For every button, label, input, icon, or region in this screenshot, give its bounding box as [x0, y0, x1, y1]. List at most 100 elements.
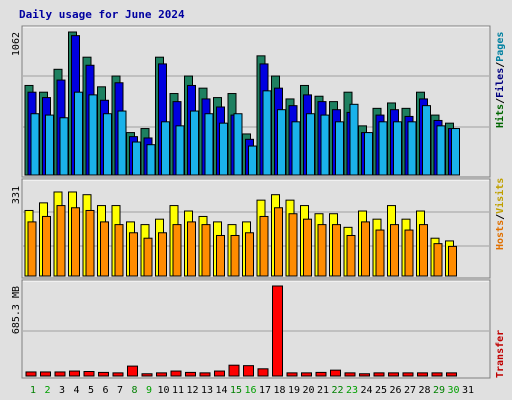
legend-separator: / [495, 98, 506, 104]
bar-transfer-day-16 [243, 365, 254, 377]
bar-hosts-day-27 [404, 229, 414, 277]
bar-transfer-day-5 [83, 371, 95, 377]
bar-transfer-day-19 [286, 372, 298, 377]
x-label-day-24: 24 [360, 385, 372, 396]
bar-pages-day-4 [74, 91, 83, 176]
bar-transfer-day-13 [199, 372, 211, 377]
y-max-label-transfer: 685.3 MB [11, 286, 22, 334]
x-axis-labels: 1 2 3 4 5 6 7 8 9 10 11 12 13 14 15 16 17 18 19 20 21 22 23 24 2… [30, 385, 474, 396]
x-label-day-21: 21 [317, 385, 329, 396]
bar-transfer-day-9 [141, 373, 153, 377]
bar-transfer-day-15 [228, 364, 240, 377]
bar-pages-day-26 [393, 121, 402, 176]
bar-pages-day-17 [262, 90, 272, 176]
bar-hosts-day-19 [288, 213, 298, 277]
legend-panel-2: Hosts/Visits [494, 178, 506, 250]
x-label-day-16: 16 [244, 385, 256, 396]
x-label-day-5: 5 [88, 385, 94, 396]
x-label-day-25: 25 [375, 385, 387, 396]
bar-transfer-day-24 [359, 373, 370, 377]
bar-hosts-day-20 [303, 218, 312, 277]
bar-pages-day-30 [451, 128, 460, 176]
bar-pages-day-18 [277, 109, 286, 176]
bar-transfer-day-21 [315, 371, 327, 377]
bar-transfer-day-27 [402, 372, 414, 377]
bar-transfer-day-14 [214, 370, 225, 377]
x-label-day-14: 14 [215, 385, 227, 396]
x-label-day-29: 29 [433, 385, 445, 396]
x-label-day-1: 1 [30, 385, 36, 396]
bar-hosts-day-9 [143, 237, 153, 277]
legend-files: Files [494, 68, 506, 98]
x-label-day-2: 2 [44, 385, 50, 396]
bar-transfer-day-3 [54, 371, 66, 377]
bar-transfer-day-20 [301, 372, 312, 377]
x-label-day-10: 10 [157, 385, 169, 396]
bar-hosts-day-16 [245, 232, 254, 277]
bar-pages-day-10 [161, 121, 170, 176]
bar-transfer-day-1 [25, 371, 37, 377]
bar-pages-day-28 [422, 105, 431, 176]
bar-hosts-day-7 [114, 224, 124, 277]
bar-pages-day-15 [233, 113, 243, 176]
bar-pages-day-7 [117, 110, 127, 176]
bar-transfer-day-11 [170, 370, 182, 377]
bar-hosts-day-30 [448, 245, 457, 277]
bar-transfer-day-12 [185, 371, 196, 377]
bar-pages-day-2 [45, 114, 54, 176]
legend-layer: Hits/Files/Pages Hosts/Visits Transfer [494, 32, 506, 378]
bar-transfer-day-17 [257, 368, 269, 377]
bar-transfer-day-2 [40, 371, 51, 377]
x-label-day-28: 28 [418, 385, 430, 396]
x-label-day-20: 20 [302, 385, 314, 396]
bars-layer [24, 31, 460, 377]
bar-hosts-day-24 [361, 221, 370, 277]
legend-separator: / [495, 214, 506, 220]
bar-hosts-day-2 [42, 215, 51, 277]
bar-hosts-day-28 [419, 224, 428, 277]
bar-transfer-day-10 [156, 372, 167, 377]
bar-transfer-day-18 [272, 285, 283, 377]
bar-transfer-day-26 [388, 372, 399, 377]
bar-hosts-day-4 [71, 207, 80, 277]
x-label-day-22: 22 [331, 385, 343, 396]
legend-separator: / [495, 62, 506, 68]
bar-pages-day-11 [175, 125, 185, 176]
legend-panel-1: Hits/Files/Pages [494, 32, 506, 128]
x-label-day-6: 6 [102, 385, 108, 396]
y-max-label-usage: 1062 [11, 32, 22, 56]
bar-pages-day-8 [132, 141, 141, 176]
bar-hosts-day-8 [129, 232, 138, 277]
bar-pages-day-22 [335, 121, 344, 176]
legend-panel-3: Transfer [495, 330, 506, 378]
x-label-day-17: 17 [259, 385, 271, 396]
bar-hosts-day-10 [158, 232, 167, 277]
legend-hits: Hits [494, 104, 506, 128]
bar-pages-day-16 [248, 145, 257, 176]
chart-title: Daily usage for June 2024 [19, 8, 185, 21]
bar-transfer-day-28 [417, 372, 428, 377]
bar-pages-day-12 [190, 110, 199, 176]
bar-pages-day-23 [349, 103, 359, 176]
y-max-label-visits: 331 [11, 186, 22, 204]
bar-transfer-day-25 [373, 372, 385, 377]
bar-pages-day-21 [320, 114, 330, 176]
bar-hosts-day-22 [332, 224, 341, 277]
bar-hosts-day-14 [216, 234, 225, 277]
x-label-day-27: 27 [404, 385, 416, 396]
bar-hosts-day-26 [390, 224, 399, 277]
x-label-day-7: 7 [117, 385, 123, 396]
bar-pages-day-3 [59, 117, 69, 176]
x-label-day-13: 13 [201, 385, 213, 396]
bar-hosts-day-21 [317, 224, 327, 277]
x-label-day-23: 23 [346, 385, 358, 396]
bar-pages-day-25 [378, 121, 388, 176]
bar-transfer-day-30 [446, 372, 457, 377]
x-label-day-19: 19 [288, 385, 300, 396]
x-label-day-31: 31 [462, 385, 474, 396]
x-label-day-4: 4 [73, 385, 79, 396]
x-label-day-3: 3 [59, 385, 65, 396]
bar-pages-day-29 [436, 125, 446, 176]
bar-hosts-day-11 [172, 224, 182, 277]
x-label-day-8: 8 [131, 385, 137, 396]
